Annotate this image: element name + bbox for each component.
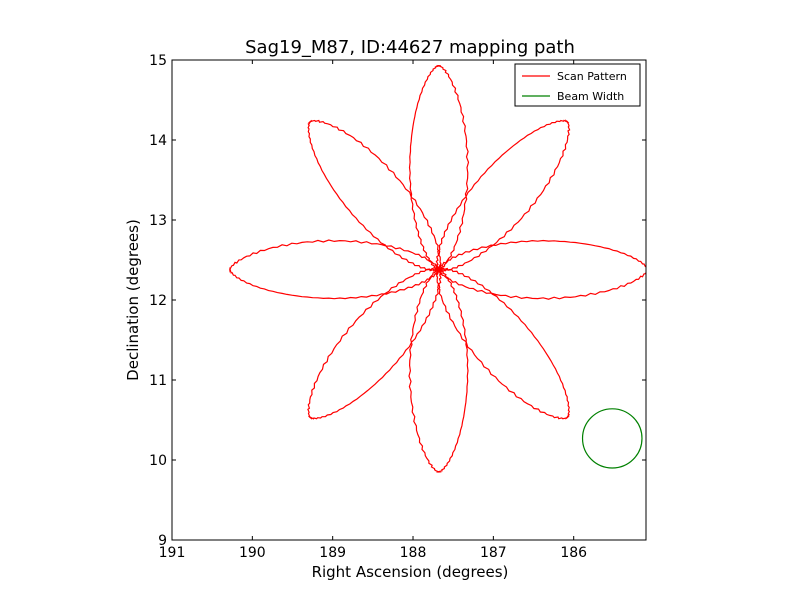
y-tick-label: 15	[149, 53, 167, 69]
x-tick-label: 187	[480, 545, 507, 561]
scan-pattern-line	[229, 65, 646, 473]
legend: Scan Pattern Beam Width	[514, 63, 641, 107]
beam-width-circle	[581, 408, 643, 469]
y-tick-label: 10	[149, 453, 167, 469]
legend-label-scan-pattern: Scan Pattern	[557, 70, 627, 83]
plot-area	[229, 65, 646, 473]
y-tick-label: 14	[149, 133, 167, 149]
x-tick-label: 189	[319, 545, 346, 561]
y-tick-label: 13	[149, 213, 167, 229]
plot-frame	[171, 59, 647, 541]
x-tick-label: 190	[239, 545, 266, 561]
x-tick-label: 188	[400, 545, 427, 561]
y-axis: 9 10 11 12 13 14 15	[149, 53, 646, 549]
x-tick-label: 191	[159, 545, 186, 561]
x-axis-label: Right Ascension (degrees)	[312, 563, 509, 581]
y-tick-label: 9	[158, 533, 167, 549]
y-axis-label: Declination (degrees)	[124, 219, 142, 381]
y-tick-label: 11	[149, 373, 167, 389]
legend-box	[514, 63, 641, 107]
x-axis: 191 190 189 188 187 186	[159, 60, 587, 561]
y-tick-label: 12	[149, 293, 167, 309]
chart-title: Sag19_M87, ID:44627 mapping path	[245, 37, 575, 58]
x-tick-label: 186	[560, 545, 587, 561]
legend-label-beam-width: Beam Width	[557, 90, 624, 103]
